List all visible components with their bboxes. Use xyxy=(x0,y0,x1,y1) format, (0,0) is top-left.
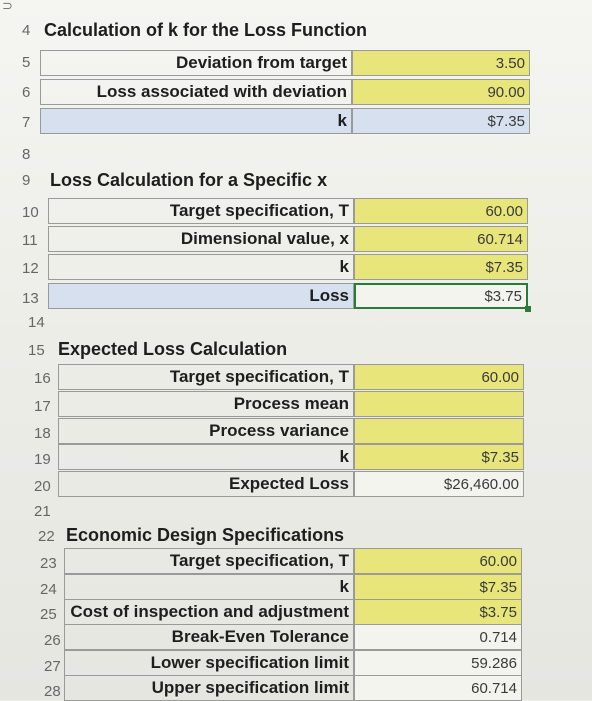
row-number[interactable]: 28 xyxy=(44,683,61,700)
label-cell-k-4[interactable]: k xyxy=(64,574,354,600)
row-number[interactable]: 25 xyxy=(40,606,57,623)
row-3-partial: ⊃ xyxy=(2,0,13,13)
value-cell-process-mean[interactable] xyxy=(354,391,524,417)
label-cell-deviation[interactable]: Deviation from target xyxy=(40,50,352,76)
row-number[interactable]: 7 xyxy=(22,114,31,131)
value-cell-target-spec-3[interactable]: 60.00 xyxy=(354,364,524,390)
value-cell-loss-deviation[interactable]: 90.00 xyxy=(352,79,530,105)
label-cell-target-spec-3[interactable]: Target specification, T xyxy=(58,364,354,390)
row-number[interactable]: 13 xyxy=(22,290,39,307)
value-cell-k[interactable]: $7.35 xyxy=(352,108,530,134)
value-cell-loss-selected[interactable]: $3.75 xyxy=(354,283,528,309)
row-number[interactable]: 12 xyxy=(22,260,39,277)
label-cell-lower-limit[interactable]: Lower specification limit xyxy=(64,650,354,676)
label-cell-break-even[interactable]: Break-Even Tolerance xyxy=(64,624,354,650)
value-cell-deviation[interactable]: 3.50 xyxy=(352,50,530,76)
label-cell-dimensional-value[interactable]: Dimensional value, x xyxy=(48,226,354,252)
row-number[interactable]: 23 xyxy=(40,555,57,572)
row-number[interactable]: 9 xyxy=(22,172,31,189)
row-number[interactable]: 26 xyxy=(44,632,61,649)
row-number[interactable]: 8 xyxy=(22,146,31,163)
section-heading-expected-loss: Expected Loss Calculation xyxy=(58,339,288,359)
section-heading-specific-x: Loss Calculation for a Specific x xyxy=(50,170,328,190)
row-number[interactable]: 6 xyxy=(22,84,31,101)
row-number[interactable]: 27 xyxy=(44,658,61,675)
label-cell-expected-loss[interactable]: Expected Loss xyxy=(58,471,354,497)
section-heading-k: Calculation of k for the Loss Function xyxy=(44,20,368,40)
row-number[interactable]: 22 xyxy=(38,528,55,545)
label-cell-inspection-cost[interactable]: Cost of inspection and adjustment xyxy=(64,599,354,625)
value-cell-k-3[interactable]: $7.35 xyxy=(354,444,524,470)
row-number[interactable]: 19 xyxy=(34,451,51,468)
row-number[interactable]: 15 xyxy=(28,342,45,359)
row-number[interactable]: 14 xyxy=(28,314,45,331)
row-number[interactable]: 17 xyxy=(34,398,51,415)
value-cell-k-4[interactable]: $7.35 xyxy=(354,574,522,600)
fill-handle[interactable] xyxy=(525,306,531,312)
label-cell-loss-deviation[interactable]: Loss associated with deviation xyxy=(40,79,352,105)
label-cell-k-2[interactable]: k xyxy=(48,254,354,280)
row-number[interactable]: 20 xyxy=(34,478,51,495)
label-cell-process-mean[interactable]: Process mean xyxy=(58,391,354,417)
label-cell-k-3[interactable]: k xyxy=(58,444,354,470)
value-cell-expected-loss[interactable]: $26,460.00 xyxy=(354,471,524,497)
value-cell-target-spec-4[interactable]: 60.00 xyxy=(354,548,522,574)
section-heading-economic-design: Economic Design Specifications xyxy=(66,525,345,545)
value-cell-target-spec[interactable]: 60.00 xyxy=(354,198,528,224)
row-number[interactable]: 16 xyxy=(34,370,51,387)
value-cell-lower-limit[interactable]: 59.286 xyxy=(354,650,522,676)
value-cell-break-even[interactable]: 0.714 xyxy=(354,624,522,650)
value-cell-process-variance[interactable] xyxy=(354,418,524,444)
row-number[interactable]: 21 xyxy=(34,503,51,520)
row-number[interactable]: 24 xyxy=(40,581,57,598)
label-cell-target-spec[interactable]: Target specification, T xyxy=(48,198,354,224)
row-number[interactable]: 10 xyxy=(22,204,39,221)
label-cell-target-spec-4[interactable]: Target specification, T xyxy=(64,548,354,574)
row-number[interactable]: 11 xyxy=(22,232,38,249)
label-cell-k[interactable]: k xyxy=(40,108,352,134)
row-number[interactable]: 5 xyxy=(22,54,31,71)
value-cell-dimensional-value[interactable]: 60.714 xyxy=(354,226,528,252)
value-cell-upper-limit[interactable]: 60.714 xyxy=(354,675,522,701)
label-cell-process-variance[interactable]: Process variance xyxy=(58,418,354,444)
label-cell-loss[interactable]: Loss xyxy=(48,283,354,309)
label-cell-upper-limit[interactable]: Upper specification limit xyxy=(64,675,354,701)
row-number[interactable]: 4 xyxy=(22,22,31,39)
value-cell-inspection-cost[interactable]: $3.75 xyxy=(354,599,522,625)
row-number[interactable]: 18 xyxy=(34,425,51,442)
value-cell-k-2[interactable]: $7.35 xyxy=(354,254,528,280)
